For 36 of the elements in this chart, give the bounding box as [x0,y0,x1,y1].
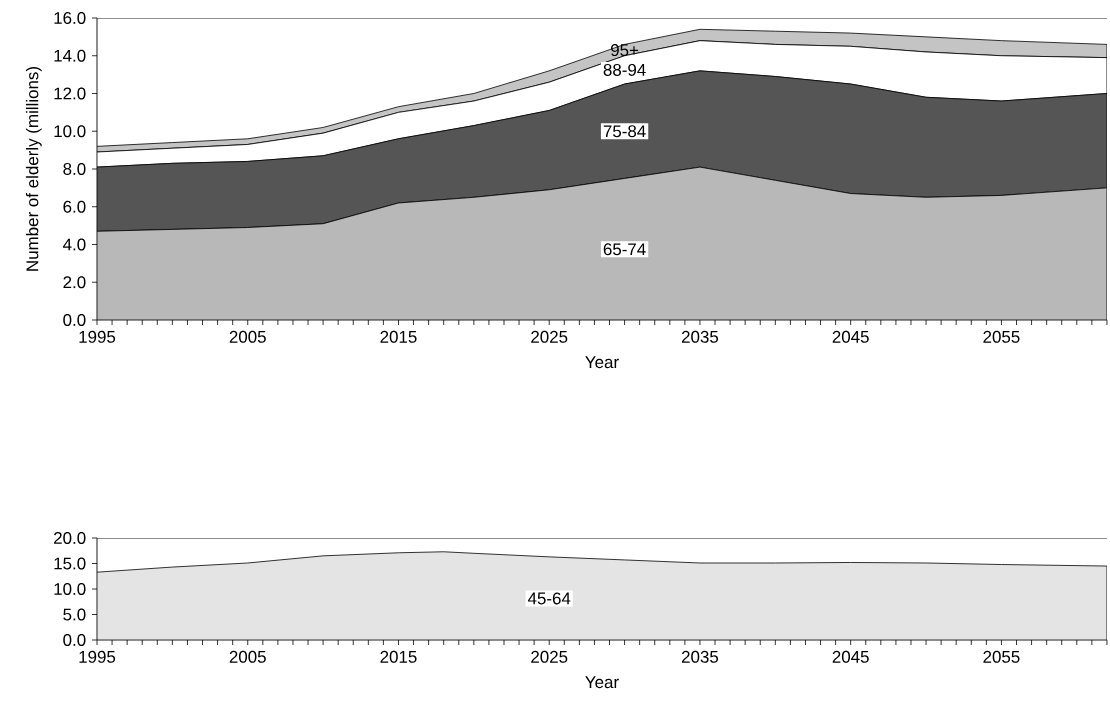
x-tick-label: 1995 [79,330,116,343]
y-tick-label: 20.0 [54,532,86,544]
x-tick-label: 2045 [832,330,869,343]
series-label: 75-84 [603,125,646,138]
x-tick-label: 2025 [531,650,568,663]
y-tick-label: 14.0 [54,49,86,62]
x-tick-label: 2025 [531,330,568,343]
x-tick-label: 1995 [79,650,116,663]
x-tick-label: 2055 [983,650,1020,663]
y-tick-label: 10.0 [54,125,86,138]
x-tick-label: 2045 [832,650,869,663]
series-label: 45-64 [527,592,571,605]
y-tick-label: 2.0 [63,276,86,289]
x-tick-label: 2015 [380,650,417,663]
y-tick-label: 4.0 [63,238,86,251]
y-axis-title: Number of elderly (millions) [25,67,42,271]
x-tick-label: 2015 [380,330,417,343]
series-label: 88-94 [603,63,646,76]
y-tick-label: 0.0 [63,314,86,326]
y-tick-label: 8.0 [63,162,86,175]
series-label: 95+ [611,44,639,57]
y-tick-label: 15.0 [54,557,86,570]
y-tick-label: 16.0 [54,11,86,24]
y-tick-label: 10.0 [54,583,86,595]
x-tick-label: 2035 [681,330,719,343]
x-axis-title: Year [585,356,619,369]
y-tick-label: 0.0 [63,634,86,646]
x-tick-label: 2035 [681,650,719,663]
x-tick-label: 2055 [983,330,1020,343]
y-tick-label: 5.0 [63,608,86,621]
x-tick-label: 2005 [229,650,266,663]
y-tick-label: 12.0 [54,87,86,100]
y-tick-label: 6.0 [63,200,86,213]
x-tick-label: 2005 [229,330,266,343]
x-axis-title: Year [585,676,619,689]
series-label: 65-74 [603,243,646,256]
